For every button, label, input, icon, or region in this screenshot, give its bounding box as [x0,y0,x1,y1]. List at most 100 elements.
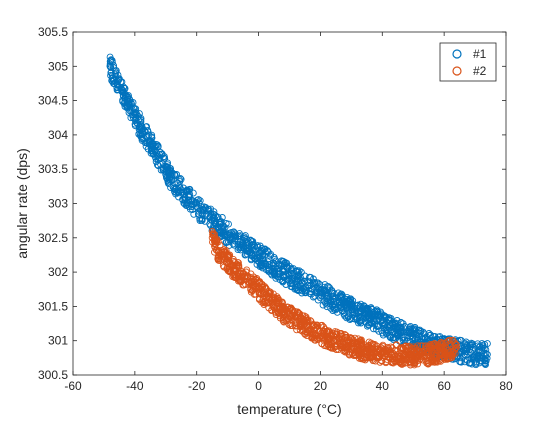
scatter-point [218,214,226,221]
legend-label: #1 [473,47,487,61]
scatter-point [442,339,450,347]
scatter-point [481,352,489,360]
scatter-point [279,317,287,325]
scatter-point [237,278,245,286]
data-point [409,333,417,341]
legend: #1#2 [439,42,497,82]
data-point [168,176,176,183]
scatter-point [285,262,293,270]
scatter-point [119,91,127,99]
scatter-point [415,356,423,364]
scatter-point [296,317,304,325]
scatter-point [478,347,486,355]
scatter-point [247,255,255,263]
data-point [363,347,371,355]
data-point [230,265,238,273]
scatter-point [452,340,460,348]
data-point [273,265,281,273]
data-point [347,342,355,350]
data-point [279,308,287,316]
scatter-point [268,294,276,302]
scatter-point [336,329,344,337]
scatter-point [273,262,281,270]
scatter-point [211,248,218,256]
scatter-point [413,329,421,337]
data-point [208,234,216,242]
scatter-point [142,142,150,150]
data-layer [106,53,491,369]
scatter-point [154,142,162,150]
data-point [230,234,238,242]
scatter-point [120,89,127,97]
scatter-point [303,329,311,337]
scatter-point [417,327,425,335]
y-tick-label: 303 [48,197,68,211]
data-point [273,302,281,310]
scatter-point [216,241,224,249]
scatter-point [391,324,399,332]
data-point [347,306,355,314]
scatter-point [406,353,414,361]
x-tick-label: -60 [64,379,82,393]
scatter-point [255,289,263,297]
scatter-point [323,283,331,291]
scatter-point [213,223,221,231]
y-axis-label: angular rate (dps) [14,148,30,259]
scatter-point [198,216,206,224]
scatter-point [292,284,300,292]
scatter-point [131,122,139,130]
scatter-point [374,308,382,316]
scatter-point [405,354,413,362]
data-point [335,338,343,346]
scatter-point [110,80,118,87]
scatter-point [254,242,262,250]
scatter-point [323,295,331,303]
scatter-point [361,310,369,318]
scatter-point [273,272,281,280]
scatter-point [254,254,262,262]
scatter-point [205,206,213,214]
scatter-point [138,125,146,133]
scatter-point [427,356,435,364]
scatter-point [385,344,392,352]
data-point [187,196,194,204]
scatter-point [450,343,458,351]
y-tick-label: 302.5 [38,231,68,245]
legend-marker [452,66,462,76]
scatter-point [189,189,197,197]
scatter-point [108,58,116,66]
scatter-point [323,303,331,311]
scatter-point [190,198,198,206]
scatter-point [225,254,233,262]
scatter-point [385,315,393,323]
scatter-point [320,283,328,291]
scatter-point [135,123,143,131]
scatter-point [206,213,214,221]
scatter-point [287,319,294,327]
scatter-point [175,176,183,184]
scatter-point [165,176,173,184]
scatter-point [247,270,255,278]
scatter-point [324,335,332,342]
data-point [264,258,272,266]
scatter-point [265,287,273,295]
y-tick-label: 304 [48,128,68,142]
data-point [310,326,318,334]
data-point [255,285,263,293]
scatter-point [239,269,247,277]
data-point [397,329,405,336]
scatter-point [273,293,281,301]
scatter-point [341,343,349,351]
scatter-point [276,303,284,311]
scatter-point [252,290,259,298]
scatter-point [329,307,337,314]
data-point [372,316,380,324]
data-point [106,62,114,70]
scatter-point [407,358,415,366]
scatter-point [441,349,449,357]
scatter-point [150,143,158,151]
scatter-point [310,334,318,342]
scatter-point [357,355,365,363]
data-point [409,352,417,360]
